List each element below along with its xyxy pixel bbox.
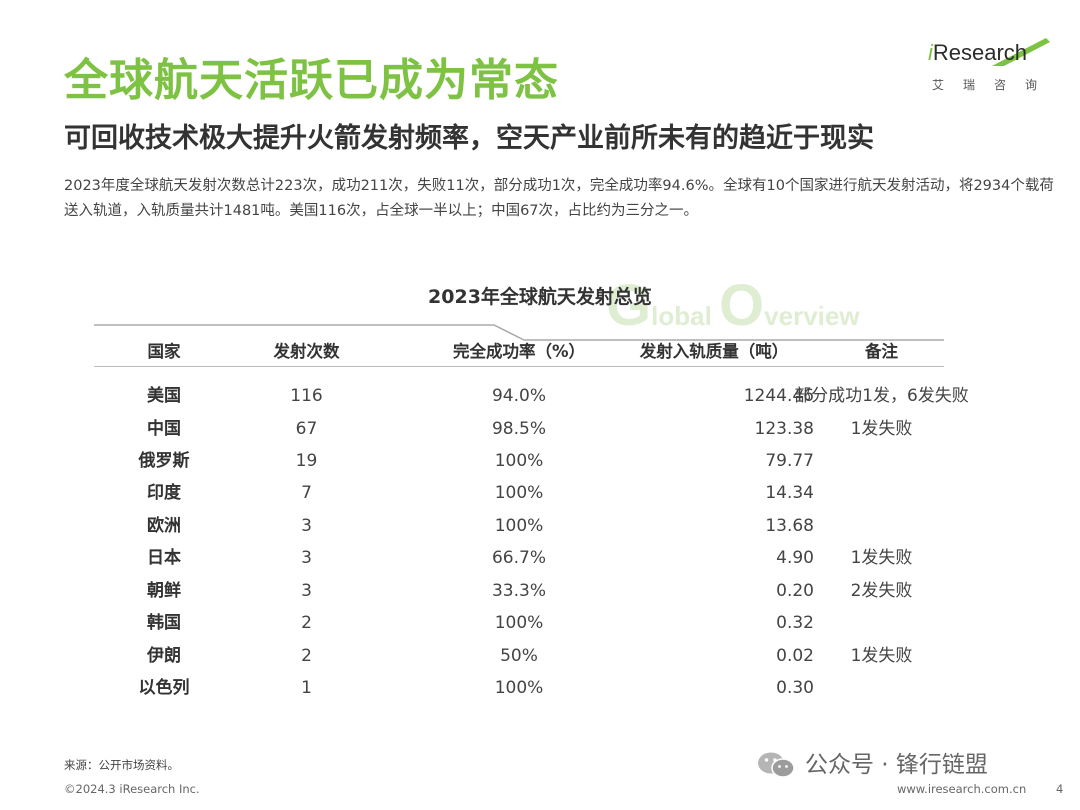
cell-mass: 0.02 bbox=[776, 646, 814, 666]
column-header-country: 国家 bbox=[147, 342, 181, 361]
cell-launches: 2 bbox=[301, 646, 312, 666]
cell-country: 中国 bbox=[147, 419, 181, 439]
cell-success-rate: 98.5% bbox=[491, 419, 546, 439]
cell-mass: 0.32 bbox=[776, 613, 814, 633]
cell-country: 欧洲 bbox=[147, 516, 181, 536]
cell-success-rate: 94.0% bbox=[491, 386, 546, 406]
logo-wordmark: iResearch bbox=[928, 40, 1028, 65]
table-row: 朝鲜 3 33.3% 0.20 2发失败 bbox=[94, 575, 944, 607]
table-row: 韩国 2 100% 0.32 bbox=[94, 607, 944, 639]
page-title: 全球航天活跃已成为常态 bbox=[64, 55, 559, 106]
table-header-row: 国家 发射次数 完全成功率（%） 发射入轨质量（吨） 备注 bbox=[94, 336, 944, 368]
cell-launches: 1 bbox=[301, 678, 312, 698]
cell-success-rate: 100% bbox=[494, 483, 544, 503]
table-row: 伊朗 2 50% 0.02 1发失败 bbox=[94, 640, 944, 672]
cell-note: 1发失败 bbox=[850, 548, 913, 568]
cell-mass: 13.68 bbox=[765, 516, 814, 536]
cell-success-rate: 33.3% bbox=[491, 581, 546, 601]
cell-country: 日本 bbox=[147, 548, 181, 568]
cell-mass: 4.90 bbox=[776, 548, 814, 568]
column-header-mass: 发射入轨质量（吨） bbox=[639, 342, 789, 361]
cell-launches: 2 bbox=[301, 613, 312, 633]
cell-country: 印度 bbox=[147, 483, 181, 503]
column-header-success-rate: 完全成功率（%） bbox=[452, 342, 586, 361]
cell-country: 韩国 bbox=[147, 613, 181, 633]
cell-mass: 1244.46 bbox=[743, 386, 814, 406]
cell-country: 美国 bbox=[147, 386, 181, 406]
column-header-launches: 发射次数 bbox=[273, 342, 340, 361]
cell-note bbox=[784, 477, 979, 509]
table-row: 俄罗斯 19 100% 79.77 bbox=[94, 445, 944, 477]
cell-success-rate: 100% bbox=[494, 678, 544, 698]
wechat-icon bbox=[758, 752, 795, 778]
table-header-top-border bbox=[94, 324, 944, 341]
logo-chinese-name: 艾瑞咨询 bbox=[932, 78, 1057, 92]
cell-note bbox=[784, 672, 979, 704]
table-header-bottom-border bbox=[94, 366, 944, 367]
table-title: 2023年全球航天发射总览 bbox=[428, 286, 652, 308]
logo-swoosh-icon bbox=[992, 38, 1050, 66]
cell-mass: 123.38 bbox=[754, 419, 814, 439]
page-number: 4 bbox=[1056, 782, 1064, 796]
cell-launches: 67 bbox=[295, 419, 318, 439]
wechat-account-text: 公众号 · 锋行链盟 bbox=[805, 752, 988, 778]
cell-country: 以色列 bbox=[138, 678, 190, 698]
table-row: 美国 116 94.0% 1244.46 部分成功1发，6发失败 bbox=[94, 380, 969, 412]
column-header-note: 备注 bbox=[865, 342, 898, 361]
table-row: 欧洲 3 100% 13.68 bbox=[94, 510, 944, 542]
cell-mass: 79.77 bbox=[765, 451, 814, 471]
cell-note: 2发失败 bbox=[850, 581, 913, 601]
cell-mass: 0.20 bbox=[776, 581, 814, 601]
cell-note: 1发失败 bbox=[850, 419, 913, 439]
cell-mass: 0.30 bbox=[776, 678, 814, 698]
source-note: 来源：公开市场资料。 bbox=[64, 758, 179, 772]
table-row: 印度 7 100% 14.34 bbox=[94, 477, 944, 509]
cell-launches: 116 bbox=[290, 386, 323, 406]
cell-success-rate: 50% bbox=[500, 646, 538, 666]
cell-success-rate: 66.7% bbox=[491, 548, 546, 568]
global-overview-watermark: Global Overview bbox=[606, 273, 860, 338]
cell-success-rate: 100% bbox=[494, 613, 544, 633]
table-row: 以色列 1 100% 0.30 bbox=[94, 672, 944, 704]
website-url: www.iresearch.com.cn bbox=[897, 782, 1027, 796]
cell-country: 朝鲜 bbox=[147, 581, 181, 601]
cell-success-rate: 100% bbox=[494, 516, 544, 536]
cell-launches: 3 bbox=[301, 548, 312, 568]
cell-country: 伊朗 bbox=[147, 646, 181, 666]
table-row: 中国 67 98.5% 123.38 1发失败 bbox=[94, 413, 944, 445]
table-row: 日本 3 66.7% 4.90 1发失败 bbox=[94, 542, 944, 574]
cell-country: 俄罗斯 bbox=[138, 451, 190, 471]
cell-launches: 3 bbox=[301, 581, 312, 601]
cell-mass: 14.34 bbox=[765, 483, 814, 503]
page-subtitle: 可回收技术极大提升火箭发射频率，空天产业前所未有的趋近于现实 bbox=[64, 123, 874, 154]
iresearch-logo: iResearch 艾瑞咨询 bbox=[926, 36, 1056, 98]
cell-note bbox=[784, 607, 979, 639]
cell-note: 1发失败 bbox=[850, 646, 913, 666]
cell-success-rate: 100% bbox=[494, 451, 544, 471]
cell-note bbox=[784, 445, 979, 477]
cell-launches: 19 bbox=[295, 451, 318, 471]
cell-note bbox=[784, 510, 979, 542]
copyright-text: ©2024.3 iResearch Inc. bbox=[64, 782, 200, 796]
cell-launches: 7 bbox=[301, 483, 312, 503]
cell-launches: 3 bbox=[301, 516, 312, 536]
summary-paragraph: 2023年度全球航天发射次数总计223次，成功211次，失败11次，部分成功1次… bbox=[64, 178, 1054, 219]
cell-note: 部分成功1发，6发失败 bbox=[794, 386, 969, 406]
